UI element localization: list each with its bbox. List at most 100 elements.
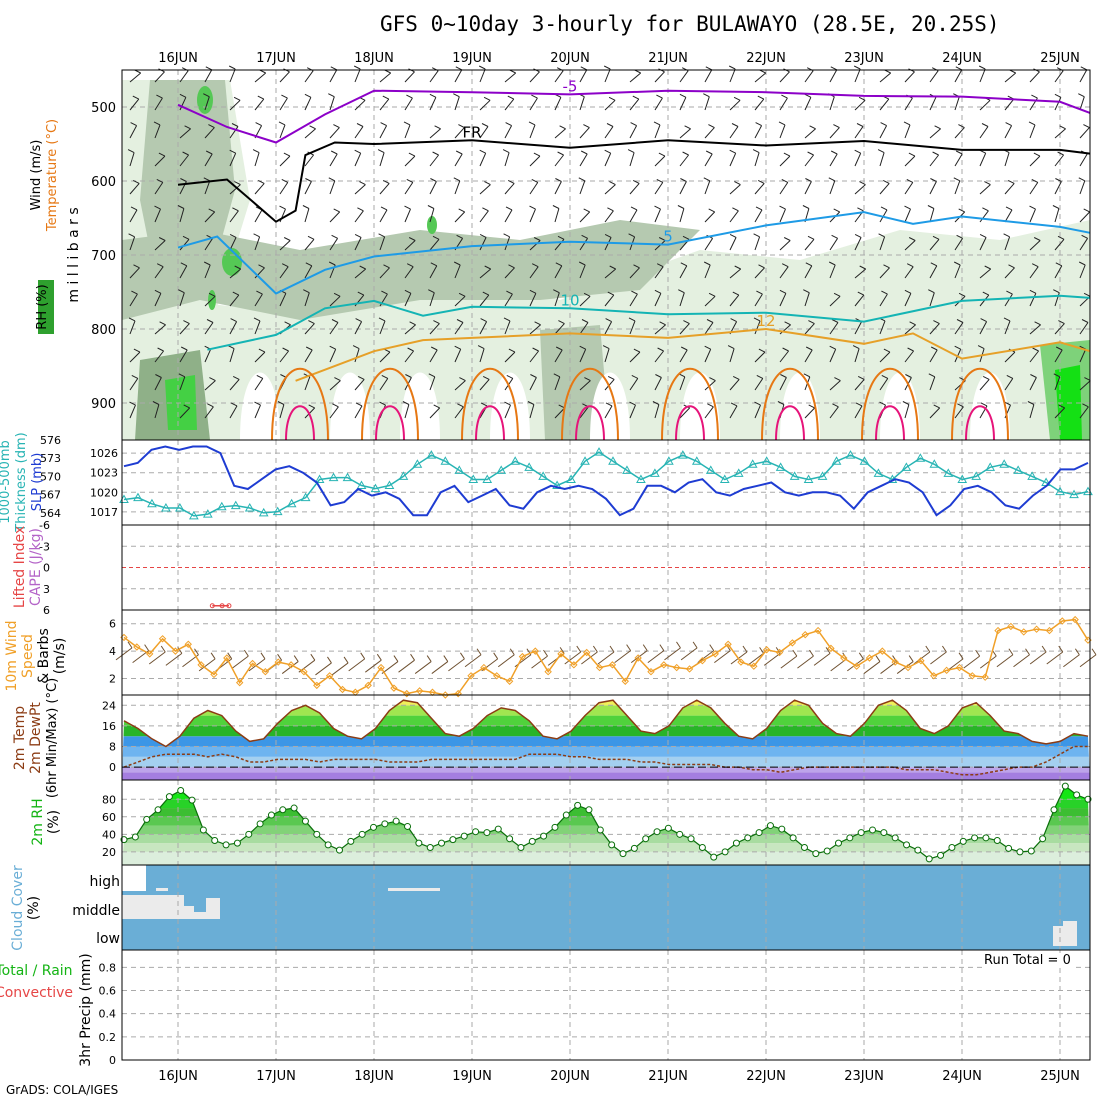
cloud-high-patch bbox=[156, 888, 168, 891]
wind-barb-flag bbox=[580, 150, 588, 155]
wind-barb bbox=[529, 293, 537, 307]
wind-speed-point bbox=[325, 672, 334, 680]
wind-barb-flag bbox=[283, 237, 291, 241]
surface-wind-barb-flag bbox=[160, 645, 166, 653]
wind-barb bbox=[304, 323, 315, 335]
wind-barb-flag bbox=[603, 65, 611, 70]
wind-barb-flag bbox=[409, 321, 416, 326]
wind-barb bbox=[554, 292, 560, 307]
wind-barb-flag bbox=[456, 319, 464, 323]
thickness-tick-label: 576 bbox=[40, 434, 61, 447]
wind-barb bbox=[604, 405, 613, 419]
wind-speed-point bbox=[942, 666, 951, 675]
wind-barb bbox=[404, 208, 411, 223]
temp-band bbox=[122, 736, 1090, 747]
wind-barb bbox=[1079, 127, 1090, 139]
wind-barb bbox=[779, 208, 786, 223]
wind-speed-point bbox=[878, 647, 887, 655]
wind-barb bbox=[754, 404, 761, 419]
wind-barb bbox=[279, 266, 289, 279]
surface-wind-barb-flag bbox=[1091, 648, 1097, 656]
wind-barb bbox=[1054, 238, 1065, 251]
temp-band bbox=[122, 705, 1090, 716]
wind-barb bbox=[929, 238, 940, 251]
wind-barb bbox=[404, 324, 416, 335]
wind-barb-flag bbox=[783, 152, 791, 157]
wind-barb bbox=[204, 295, 216, 307]
wind-barb-flag bbox=[802, 205, 810, 209]
rh-point bbox=[1050, 806, 1058, 814]
wind-barb bbox=[854, 268, 867, 279]
thickness-point bbox=[384, 480, 395, 490]
rh-point bbox=[528, 837, 536, 845]
wind-barb-flag bbox=[1083, 208, 1090, 213]
wind-barb bbox=[1054, 349, 1063, 363]
temp-line bbox=[123, 699, 1089, 748]
wind-barb bbox=[454, 348, 462, 363]
pressure-tick-label: 700 bbox=[91, 249, 116, 264]
wind-barb-flag bbox=[555, 262, 563, 267]
wind-barb bbox=[529, 71, 540, 83]
wind-barb-flag bbox=[879, 401, 886, 406]
wind-barb bbox=[954, 153, 963, 167]
surface-wind-barb bbox=[1046, 651, 1064, 665]
thickness-point bbox=[803, 474, 814, 483]
wind-barb bbox=[1029, 404, 1035, 419]
wind-barb bbox=[504, 351, 516, 363]
wind-barb bbox=[1079, 211, 1091, 223]
surface-wind-barb bbox=[381, 661, 399, 674]
wind-barb bbox=[429, 70, 439, 83]
wind-speed-point bbox=[544, 667, 552, 676]
wind-barb bbox=[1054, 376, 1061, 391]
wind-barb bbox=[429, 154, 439, 167]
wind-barb bbox=[529, 266, 539, 279]
rh-point bbox=[585, 806, 593, 814]
wind-barb bbox=[204, 348, 212, 363]
wind-barb-flag bbox=[158, 237, 166, 241]
wind-barb bbox=[1054, 128, 1066, 139]
rh-point bbox=[869, 826, 877, 834]
wind-barb bbox=[954, 238, 964, 251]
wind-barb bbox=[1029, 124, 1036, 139]
wind-barb-flag bbox=[1057, 151, 1064, 156]
wind-barb-flag bbox=[580, 66, 588, 71]
rh-point bbox=[335, 846, 343, 854]
wind-barb bbox=[654, 377, 662, 391]
wind-barb bbox=[429, 323, 440, 335]
thickness-point bbox=[328, 472, 339, 482]
surface-wind-barb bbox=[714, 650, 731, 664]
wind-barb bbox=[279, 293, 287, 307]
wind-barb bbox=[954, 180, 961, 195]
wind-barb-flag bbox=[557, 235, 565, 240]
wind-speed-point bbox=[197, 661, 205, 669]
wind-barb-flag bbox=[1006, 290, 1013, 295]
surface-wind-barb-flag bbox=[360, 652, 366, 660]
temp-band bbox=[122, 725, 1090, 737]
wind-barb-flag bbox=[278, 121, 286, 126]
wind-barb bbox=[254, 378, 264, 391]
wind-speed-point bbox=[1058, 617, 1067, 625]
wind-barb bbox=[129, 351, 141, 363]
cloud-middle-patch bbox=[206, 898, 220, 919]
wind-barb-flag bbox=[128, 233, 135, 238]
surface-wind-barb-flag bbox=[177, 647, 183, 654]
temp-color-bands bbox=[122, 700, 1090, 780]
wind-barb bbox=[479, 379, 490, 391]
wind-barb bbox=[704, 127, 715, 139]
wind-barb-flag bbox=[402, 401, 410, 405]
wind-barb bbox=[779, 293, 787, 307]
wind-barb-flag bbox=[703, 261, 711, 266]
wind-barb bbox=[229, 379, 240, 391]
isotherm-label: 12 bbox=[756, 312, 775, 330]
wind-barb bbox=[904, 293, 912, 307]
wind-barb bbox=[679, 181, 687, 195]
wind-barb bbox=[329, 406, 339, 419]
surface-wind-barb bbox=[348, 658, 365, 672]
wind-barb-flag bbox=[883, 264, 890, 269]
wind-barb bbox=[904, 404, 910, 419]
rh-point bbox=[494, 825, 502, 833]
wind-speed-point bbox=[518, 652, 527, 661]
rh-point bbox=[551, 823, 559, 831]
wind-barb bbox=[379, 378, 389, 391]
wind-barb-flag bbox=[902, 401, 910, 405]
